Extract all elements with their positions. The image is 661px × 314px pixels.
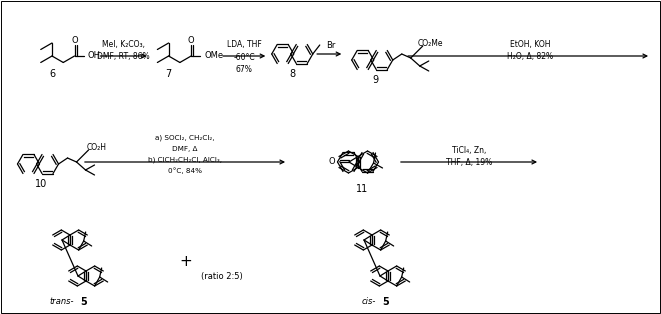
Text: O: O: [71, 36, 78, 46]
Text: 9: 9: [372, 75, 378, 85]
Text: CO₂Me: CO₂Me: [418, 40, 444, 48]
Text: 11: 11: [356, 184, 368, 194]
Text: Br: Br: [326, 41, 335, 50]
Text: (ratio 2:5): (ratio 2:5): [201, 272, 243, 280]
Text: 8: 8: [289, 69, 295, 79]
Text: 10: 10: [35, 179, 47, 189]
Text: 0°C, 84%: 0°C, 84%: [168, 168, 202, 174]
Text: CO₂H: CO₂H: [87, 143, 106, 153]
Text: 5: 5: [80, 297, 87, 307]
Text: TiCl₄, Zn,: TiCl₄, Zn,: [452, 145, 486, 154]
Text: -60°C: -60°C: [233, 52, 255, 62]
Text: EtOH, KOH: EtOH, KOH: [510, 41, 551, 50]
Text: DMF, RT, 86%: DMF, RT, 86%: [97, 52, 150, 62]
Text: MeI, K₂CO₃,: MeI, K₂CO₃,: [102, 41, 145, 50]
Text: a) SOCl₂, CH₂Cl₂,: a) SOCl₂, CH₂Cl₂,: [155, 135, 215, 141]
Text: 5: 5: [382, 297, 389, 307]
Text: H₂O, Δ, 82%: H₂O, Δ, 82%: [507, 52, 553, 62]
Text: O: O: [188, 36, 194, 46]
Text: LDA, THF: LDA, THF: [227, 41, 262, 50]
Text: O: O: [329, 158, 335, 166]
Text: 7: 7: [165, 69, 172, 79]
Text: cis-: cis-: [362, 297, 376, 306]
Text: THF, Δ, 19%: THF, Δ, 19%: [446, 158, 492, 166]
Text: OMe: OMe: [204, 51, 223, 61]
Text: +: +: [180, 255, 192, 269]
Text: DMF, Δ: DMF, Δ: [173, 146, 198, 152]
Text: 67%: 67%: [236, 64, 253, 73]
Text: b) ClCH₂CH₂Cl, AlCl₃,: b) ClCH₂CH₂Cl, AlCl₃,: [148, 157, 222, 163]
Text: 6: 6: [49, 69, 55, 79]
Text: OH: OH: [88, 51, 100, 61]
Text: trans-: trans-: [50, 297, 74, 306]
